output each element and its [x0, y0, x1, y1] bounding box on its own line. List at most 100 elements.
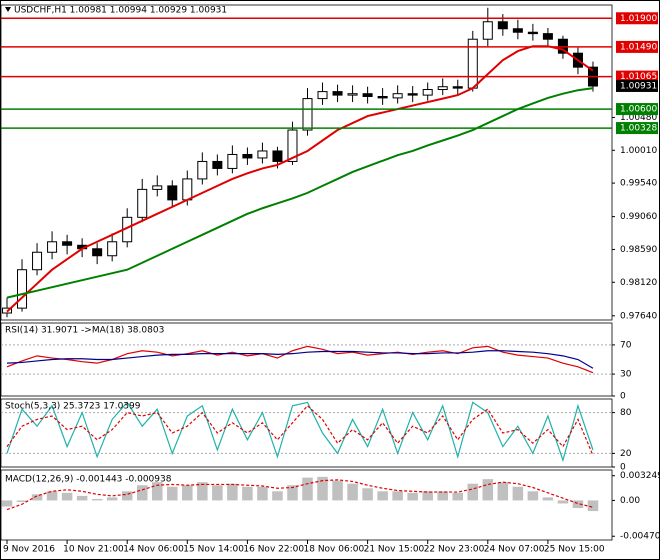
x-tick-label: 10 Nov 21:00: [63, 545, 124, 555]
y-tick-label: 0.98590: [620, 245, 657, 255]
macd-bar: [46, 491, 58, 501]
panel-frame: [0, 469, 613, 541]
candle-body: [407, 93, 418, 96]
x-tick-label: 9 Nov 2016: [3, 545, 55, 555]
candle-body: [512, 28, 523, 33]
macd-bar: [121, 491, 133, 501]
candle-body: [227, 153, 238, 169]
macd-bar: [332, 480, 343, 501]
panel-frame: [0, 398, 613, 468]
macd-bar: [527, 491, 539, 501]
level-label: 1.01490: [620, 42, 657, 52]
candle-body: [527, 31, 538, 35]
y-tick-label: 20: [620, 449, 632, 459]
macd-bar: [257, 486, 268, 501]
macd-bar: [392, 491, 403, 501]
x-tick-label: 22 Nov 23:00: [424, 545, 485, 555]
x-tick-label: 18 Nov 06:00: [304, 545, 365, 555]
x-tick-label: 21 Nov 15:00: [364, 545, 425, 555]
macd-bar: [287, 485, 298, 501]
last-price-box: [616, 79, 658, 92]
macd-bar: [91, 498, 103, 501]
macd-bar: [1, 500, 13, 507]
candle-body: [32, 251, 43, 271]
x-tick-label: 24 Nov 07:00: [484, 545, 545, 555]
line-series: [6, 87, 594, 299]
candle-body: [317, 91, 328, 100]
candle-body: [347, 93, 358, 96]
candle-body: [47, 241, 58, 253]
x-tick-label: 14 Nov 06:00: [123, 545, 184, 555]
level-box: [616, 70, 658, 83]
line-series: [6, 479, 594, 511]
macd-bar: [76, 495, 88, 501]
candle-body: [287, 129, 298, 162]
last-price-label: 1.00931: [620, 81, 657, 91]
candle-body: [437, 86, 448, 91]
y-tick-label: 0.00: [620, 496, 640, 506]
candle-body: [302, 98, 313, 131]
macd-bar: [16, 500, 28, 502]
y-tick-label: 80: [620, 408, 632, 418]
candle-body: [92, 248, 103, 257]
macd-bar: [467, 483, 479, 501]
level-box: [616, 40, 658, 53]
macd-bar: [182, 485, 193, 501]
macd-bar: [452, 492, 464, 501]
line-series: [6, 45, 594, 313]
candle-body: [542, 33, 553, 40]
macd-bar: [302, 477, 313, 501]
x-tick-label: 15 Nov 14:00: [183, 545, 244, 555]
panel-title: Stoch(5,3,3) 25.3723 17.0399: [5, 402, 141, 412]
macd-bar: [167, 486, 178, 501]
candle-body: [332, 91, 343, 96]
macd-bar: [587, 500, 599, 512]
candle-body: [422, 89, 433, 96]
level-label: 1.01065: [620, 72, 657, 82]
line-series: [6, 345, 594, 374]
x-tick-label: 25 Nov 15:00: [544, 545, 605, 555]
macd-bar: [542, 497, 554, 501]
y-tick-label: 30: [620, 370, 632, 380]
panel-title: MACD(12,26,9) -0.001443 -0.000938: [5, 475, 172, 485]
macd-bar: [151, 482, 163, 501]
y-tick-label: 1.00010: [620, 146, 657, 156]
macd-bar: [212, 485, 223, 501]
macd-bar: [422, 491, 433, 501]
candle-body: [272, 150, 283, 162]
candle-body: [242, 153, 253, 159]
chart-title: USDCHF,H1 1.00981 1.00994 1.00929 1.0093…: [14, 6, 227, 16]
y-tick-label: 0.98120: [620, 278, 657, 288]
line-series: [6, 404, 594, 456]
candle-body: [62, 241, 73, 246]
macd-bar: [362, 488, 373, 501]
panel-frame: [0, 4, 613, 321]
macd-bar: [61, 492, 73, 501]
macd-bar: [377, 491, 388, 501]
macd-bar: [272, 491, 283, 501]
candle-body: [257, 150, 268, 159]
y-tick-label: 0.99540: [620, 179, 657, 189]
macd-bar: [227, 483, 238, 501]
level-box: [616, 12, 658, 25]
macd-bar: [347, 483, 358, 501]
y-tick-label: -0.004705: [620, 532, 660, 542]
macd-bar: [197, 482, 208, 501]
candle-body: [452, 86, 463, 89]
macd-bar: [106, 497, 118, 501]
level-label: 1.01900: [620, 14, 657, 24]
candle-body: [362, 93, 373, 97]
candle-body: [107, 241, 118, 257]
level-label: 1.00600: [620, 105, 657, 115]
macd-bar: [317, 476, 328, 501]
menu-arrow[interactable]: [5, 7, 11, 12]
level-label: 1.00328: [620, 124, 657, 134]
candle-body: [377, 95, 388, 99]
y-tick-label: 0.003249: [620, 471, 660, 481]
candle-body: [497, 21, 508, 30]
candle-body: [137, 188, 148, 218]
candle-body: [197, 160, 208, 180]
macd-bar: [482, 479, 494, 501]
